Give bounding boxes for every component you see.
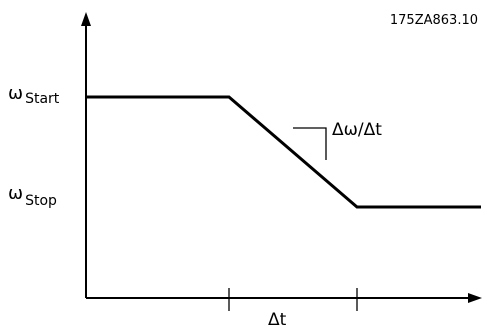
- omega-start-subscript: Start: [25, 91, 60, 107]
- omega-start-label: ω Start: [8, 83, 60, 107]
- omega-stop-symbol: ω: [8, 183, 23, 204]
- slope-indicator-bracket: [293, 127, 327, 160]
- delta-t-label: Δt: [268, 310, 287, 330]
- y-axis-arrowhead: [81, 12, 91, 26]
- speed-profile-line: [87, 95, 481, 209]
- slope-label: Δω/Δt: [332, 120, 382, 140]
- omega-stop-subscript: Stop: [25, 193, 57, 209]
- figure-id-label: 175ZA863.10: [390, 13, 478, 28]
- x-axis-arrowhead: [468, 293, 482, 303]
- omega-start-symbol: ω: [8, 83, 23, 104]
- omega-stop-label: ω Stop: [8, 183, 57, 209]
